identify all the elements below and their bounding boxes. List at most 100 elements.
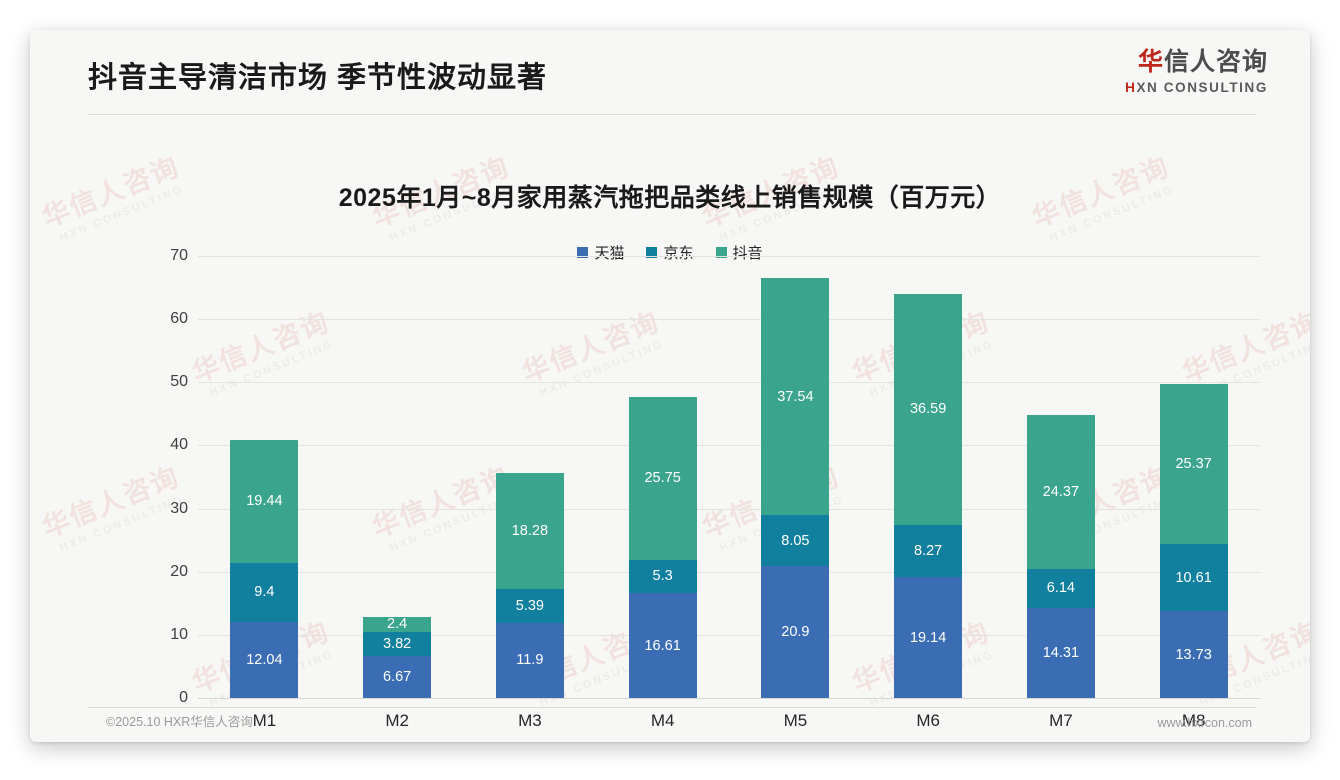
gridline [198,445,1260,447]
bar-value-label: 14.31 [1042,644,1080,661]
y-axis-tick-label: 60 [170,310,188,328]
bar-value-label: 19.44 [246,493,283,510]
bar-segment-京东[interactable]: 9.4 [230,562,299,622]
brand-name-cn-rest: 信人咨询 [1163,48,1268,76]
chart-bars: 19.44 9.4 12.04 M1 2.4 3.82 6.67 M2 18.28 5.39 11.… [198,256,1260,730]
bar-segment-抖音[interactable]: 37.54 [761,278,830,516]
y-axis-tick-label: 0 [179,689,188,706]
bar-group[interactable]: 25.37 10.61 13.73 M8 [1159,256,1228,730]
bar-value-label: 5.3 [652,568,673,585]
brand-name-en: HXN CONSULTING [1125,80,1268,95]
bar-group[interactable]: 19.44 9.4 12.04 M1 [230,256,299,730]
bar-segment-天猫[interactable]: 13.73 [1159,611,1228,698]
chart-legend: 天猫 京东 抖音 [30,242,1310,263]
bar-value-label: 12.04 [246,651,283,668]
bar-value-label: 8.05 [781,532,810,549]
bar-value-label: 18.28 [511,523,549,540]
bar-segment-抖音[interactable]: 2.4 [363,616,432,632]
bar-value-label: 13.73 [1175,646,1212,663]
chart-title: 2025年1月~8月家用蒸汽拖把品类线上销售规模（百万元） [338,184,1002,212]
legend-swatch-icon [577,247,589,258]
bar-value-label: 20.9 [781,624,810,641]
gridline [198,698,1260,699]
y-axis-tick-label: 10 [170,625,188,643]
x-axis-tick-label: M5 [783,711,808,730]
bar-segment-京东[interactable]: 8.05 [761,515,830,567]
bar-value-label: 16.61 [644,637,681,654]
bar-value-label: 8.27 [914,543,943,560]
bar-segment-抖音[interactable]: 19.44 [230,439,299,563]
brand-name-cn: 华信人咨询 [1125,48,1268,77]
x-axis-tick-label: M8 [1181,711,1206,730]
bar-group[interactable]: 24.37 6.14 14.31 M7 [1026,256,1095,730]
bar-segment-抖音[interactable]: 25.75 [628,397,697,560]
bar-segment-京东[interactable]: 5.39 [495,588,564,623]
gridline [198,382,1260,384]
x-axis-tick-label: M1 [252,711,277,730]
footer-divider [88,707,1256,708]
bar-segment-抖音[interactable]: 24.37 [1026,415,1095,569]
brand-logo: 华信人咨询 HXN CONSULTING [1125,48,1268,95]
slide-header: 抖音主导清洁市场 季节性波动显著 华信人咨询 HXN CONSULTING [30,30,1310,120]
bar-segment-抖音[interactable]: 18.28 [495,473,564,589]
bar-segment-京东[interactable]: 8.27 [894,524,963,578]
y-axis-tick-label: 20 [170,562,188,580]
bar-segment-天猫[interactable]: 19.14 [894,577,963,698]
y-axis-tick-label: 50 [170,373,188,391]
bar-segment-抖音[interactable]: 25.37 [1159,384,1228,545]
bar-value-label: 3.82 [383,635,412,652]
bar-group[interactable]: 36.59 8.27 19.14 M6 [894,256,963,730]
bar-value-label: 6.14 [1046,580,1075,597]
slide-card: 华信人咨询 HXN CONSULTING 华信人咨询 HXN CONSULTING 华信… [30,30,1310,742]
legend-label: 京东 [663,245,694,262]
bar-segment-抖音[interactable]: 36.59 [894,293,963,525]
bar-value-label: 37.54 [777,388,814,405]
bar-segment-天猫[interactable]: 11.9 [495,622,564,698]
bar-value-label: 6.67 [383,668,412,685]
footer-website: www.hxrcon.com [1157,716,1252,730]
legend-label: 抖音 [732,245,763,262]
footer-copyright: ©2025.10 HXR华信人咨询 [106,715,253,729]
legend-item-抖音[interactable]: 抖音 [715,242,763,263]
page-title: 抖音主导清洁市场 季节性波动显著 [88,62,548,94]
bar-group[interactable]: 25.75 5.3 16.61 M4 [628,256,697,730]
bar-value-label: 10.61 [1175,569,1212,586]
brand-name-cn-accent: 华 [1137,48,1164,76]
legend-label: 天猫 [594,245,625,262]
bar-group[interactable]: 2.4 3.82 6.67 M2 [363,256,432,730]
bar-segment-天猫[interactable]: 20.9 [761,566,830,698]
y-axis-tick-label: 40 [170,436,188,454]
bar-segment-京东[interactable]: 5.3 [628,559,697,594]
header-divider [88,114,1256,115]
bar-group[interactable]: 37.54 8.05 20.9 M5 [761,256,830,730]
bar-value-label: 2.4 [387,616,408,632]
bar-segment-天猫[interactable]: 14.31 [1026,607,1095,698]
brand-name-en-rest: XN CONSULTING [1136,79,1268,95]
bar-segment-京东[interactable]: 10.61 [1159,544,1228,612]
x-axis-tick-label: M3 [518,711,542,730]
bar-group[interactable]: 18.28 5.39 11.9 M3 [495,256,564,730]
legend-item-京东[interactable]: 京东 [646,242,694,263]
bar-value-label: 11.9 [516,652,544,669]
x-axis-tick-label: M2 [385,711,409,730]
bar-value-label: 24.37 [1042,483,1080,500]
bar-segment-京东[interactable]: 3.82 [363,631,432,656]
bar-segment-京东[interactable]: 6.14 [1026,568,1095,608]
bar-segment-天猫[interactable]: 6.67 [363,655,432,698]
legend-swatch-icon [715,247,727,258]
gridline [198,634,1260,636]
bar-value-label: 25.75 [644,470,681,487]
bar-value-label: 19.14 [909,629,947,646]
gridline [198,256,1260,257]
y-axis-tick-label: 70 [170,247,188,264]
bar-value-label: 5.39 [515,597,544,614]
bar-value-label: 25.37 [1175,456,1212,473]
brand-name-en-accent: H [1125,79,1137,95]
x-axis-tick-label: M6 [916,711,940,730]
chart-plot-area: 0 10 20 30 40 50 60 70 19.44 9.4 12.04 M1 2.4 3.82 6.… [170,247,1260,730]
gridline [198,571,1260,573]
legend-item-天猫[interactable]: 天猫 [577,242,624,263]
bar-segment-天猫[interactable]: 16.61 [628,593,697,698]
legend-swatch-icon [646,247,658,258]
bar-segment-天猫[interactable]: 12.04 [230,621,299,698]
